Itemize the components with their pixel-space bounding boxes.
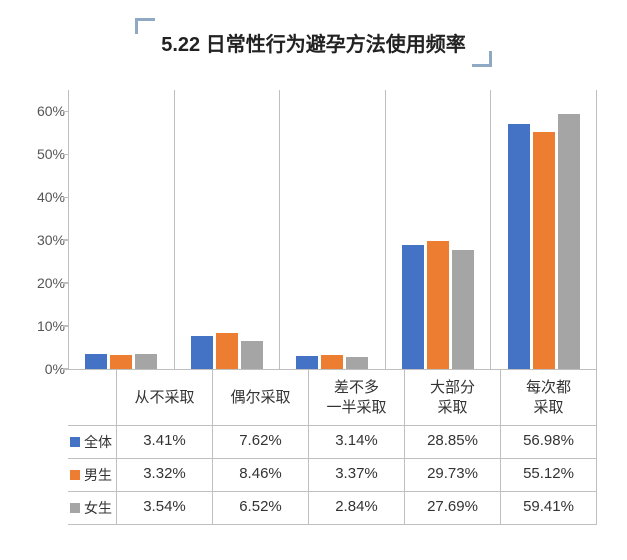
x-axis-labels: 从不采取偶尔采取差不多一半采取大部分采取每次都采取 [116, 370, 597, 426]
y-tick-mark [63, 325, 69, 327]
y-tick-mark [63, 154, 69, 156]
legend-cell: 全体 [68, 426, 116, 459]
data-cell: 7.62% [212, 426, 308, 459]
bar [296, 356, 318, 369]
legend-label: 女生 [84, 498, 112, 518]
data-cell: 27.69% [404, 492, 500, 525]
table-row: 女生3.54%6.52%2.84%27.69%59.41% [68, 492, 597, 525]
bracket-bottom-right [472, 51, 492, 67]
bar-group [491, 90, 597, 369]
x-axis-label: 从不采取 [116, 370, 212, 426]
y-tick-label: 30% [21, 232, 65, 248]
x-axis-label: 偶尔采取 [212, 370, 308, 426]
data-cell: 3.14% [308, 426, 404, 459]
data-cell: 6.52% [212, 492, 308, 525]
legend-swatch [70, 470, 80, 480]
bar [241, 341, 263, 369]
bar [427, 241, 449, 369]
bar [508, 124, 530, 369]
chart-container: 5.22 日常性行为避孕方法使用频率 0%10%20%30%40%50%60% … [0, 0, 627, 545]
bar [85, 354, 107, 369]
bracket-top-left [135, 18, 155, 34]
bar [216, 333, 238, 369]
bar-group [386, 90, 492, 369]
bar [191, 336, 213, 369]
y-tick-mark [63, 239, 69, 241]
bar [533, 132, 555, 369]
legend-swatch [70, 503, 80, 513]
data-cell: 59.41% [500, 492, 597, 525]
y-tick-mark [63, 368, 69, 370]
legend-label: 男生 [84, 465, 112, 485]
bar [558, 114, 580, 369]
bar-group [280, 90, 386, 369]
bar [135, 354, 157, 369]
x-axis-label: 大部分采取 [404, 370, 500, 426]
bar [346, 357, 368, 369]
data-cell: 56.98% [500, 426, 597, 459]
chart-area: 0%10%20%30%40%50%60% 从不采取偶尔采取差不多一半采取大部分采… [68, 90, 597, 525]
table-row: 全体3.41%7.62%3.14%28.85%56.98% [68, 426, 597, 459]
title-wrap: 5.22 日常性行为避孕方法使用频率 [20, 20, 607, 65]
data-cell: 3.41% [116, 426, 212, 459]
y-tick-label: 40% [21, 189, 65, 205]
bar [402, 245, 424, 369]
legend-swatch [70, 437, 80, 447]
data-table: 全体3.41%7.62%3.14%28.85%56.98%男生3.32%8.46… [68, 426, 597, 525]
y-tick-mark [63, 197, 69, 199]
bar-group [69, 90, 175, 369]
y-tick-label: 20% [21, 275, 65, 291]
x-axis-label: 每次都采取 [500, 370, 597, 426]
data-cell: 2.84% [308, 492, 404, 525]
data-cell: 8.46% [212, 459, 308, 492]
y-tick-label: 10% [21, 318, 65, 334]
y-tick-label: 60% [21, 103, 65, 119]
bar-groups [69, 90, 597, 369]
bar-group [175, 90, 281, 369]
x-axis-label: 差不多一半采取 [308, 370, 404, 426]
bar [452, 250, 474, 369]
data-cell: 3.32% [116, 459, 212, 492]
legend-cell: 女生 [68, 492, 116, 525]
y-tick-label: 0% [21, 361, 65, 377]
data-cell: 29.73% [404, 459, 500, 492]
y-tick-mark [63, 282, 69, 284]
chart-title: 5.22 日常性行为避孕方法使用频率 [161, 34, 465, 56]
data-cell: 3.54% [116, 492, 212, 525]
y-tick-mark [63, 111, 69, 113]
data-cell: 3.37% [308, 459, 404, 492]
data-cell: 28.85% [404, 426, 500, 459]
table-row: 男生3.32%8.46%3.37%29.73%55.12% [68, 459, 597, 492]
bar [321, 355, 343, 369]
bar [110, 355, 132, 369]
legend-label: 全体 [84, 432, 112, 452]
y-tick-label: 50% [21, 146, 65, 162]
plot-area: 0%10%20%30%40%50%60% [68, 90, 597, 370]
data-cell: 55.12% [500, 459, 597, 492]
legend-cell: 男生 [68, 459, 116, 492]
